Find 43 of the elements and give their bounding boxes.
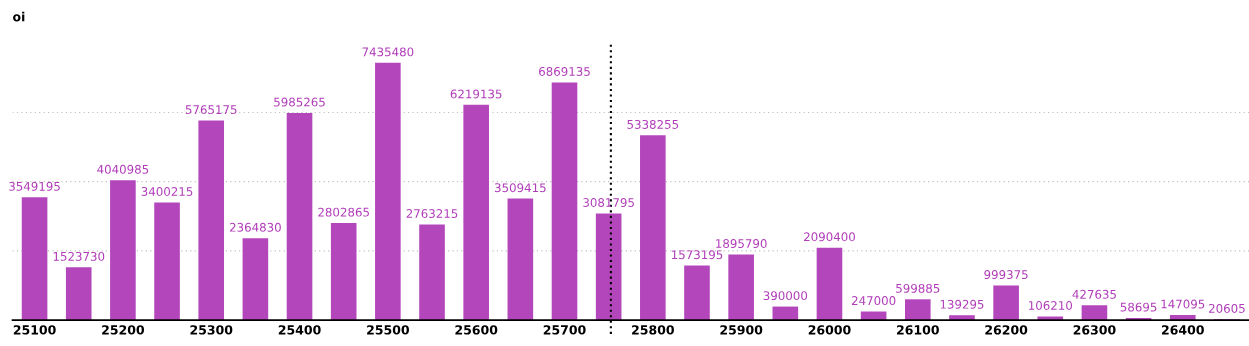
data-label: 3509415 <box>494 183 546 193</box>
data-label: 4040985 <box>97 164 149 174</box>
data-label: 2364830 <box>229 222 281 232</box>
x-tick-label: 25900 <box>720 325 763 335</box>
x-tick-label: 25400 <box>278 325 321 335</box>
x-tick-label: 26400 <box>1162 325 1204 335</box>
data-label: 427635 <box>1072 289 1116 299</box>
data-label: 5765175 <box>185 105 237 115</box>
x-tick-label: 25300 <box>190 325 233 335</box>
data-label: 5985265 <box>274 97 325 107</box>
x-tick-label: 26300 <box>1073 325 1116 335</box>
data-label: 58695 <box>1120 302 1157 312</box>
data-label: 3081795 <box>583 198 634 207</box>
x-tick-label: 25800 <box>632 325 674 335</box>
x-tick-label: 26200 <box>985 325 1028 335</box>
data-label: 599885 <box>896 283 940 293</box>
data-label: 1573195 <box>671 250 723 260</box>
data-label: 6219135 <box>450 89 502 99</box>
data-label: 247000 <box>851 296 896 306</box>
data-label: 999375 <box>984 270 1028 280</box>
x-tick-label: 25200 <box>102 325 145 335</box>
x-tick-label: 25100 <box>13 325 56 335</box>
data-label: 390000 <box>763 291 808 301</box>
data-label: 139295 <box>940 299 984 309</box>
data-label: 1895790 <box>716 239 767 248</box>
data-label: 106210 <box>1029 300 1073 310</box>
x-tick-label: 25700 <box>543 325 586 335</box>
data-label: 7435480 <box>362 47 414 57</box>
data-label: 20605 <box>1209 303 1245 313</box>
data-label: 2090400 <box>804 232 855 242</box>
data-label: 147095 <box>1161 299 1205 309</box>
data-label: 3400215 <box>141 187 193 196</box>
data-label: 3549195 <box>9 181 60 191</box>
data-label: 1523730 <box>53 251 105 261</box>
data-label: 2802865 <box>318 207 369 217</box>
data-label: 2763215 <box>406 209 458 218</box>
data-label: 6869135 <box>539 66 590 76</box>
x-tick-label: 25500 <box>367 325 410 335</box>
x-tick-label: 25600 <box>455 325 498 335</box>
x-tick-label: 26100 <box>897 325 939 335</box>
data-label: 5338255 <box>627 119 679 129</box>
x-tick-label: 26000 <box>808 325 851 335</box>
y-axis-title: oi <box>13 11 25 22</box>
